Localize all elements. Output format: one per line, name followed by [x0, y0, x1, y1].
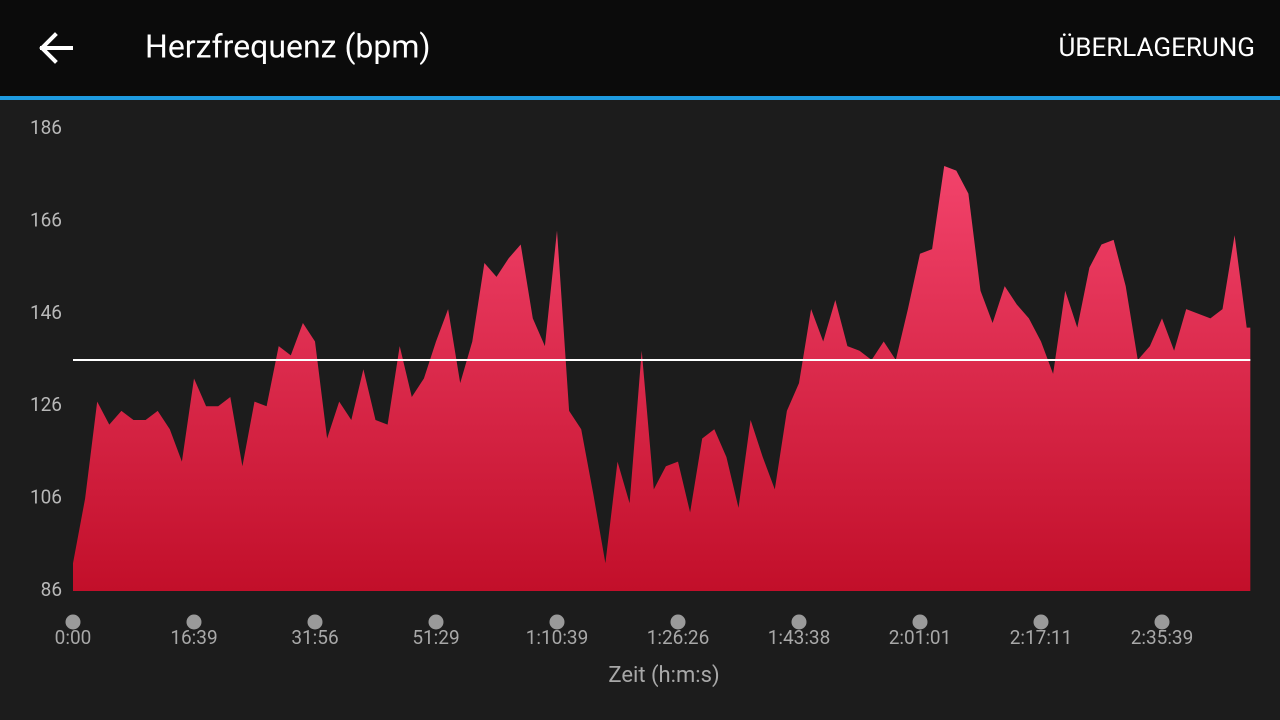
- y-tick-label: 86: [41, 578, 62, 601]
- x-tick-label: 51:29: [412, 626, 459, 649]
- x-tick-dot: [186, 614, 202, 630]
- back-button[interactable]: [39, 32, 73, 64]
- app-bar-accent: [0, 96, 1280, 100]
- x-tick-label: 1:10:39: [526, 626, 589, 649]
- x-tick-label: 2:17:11: [1010, 626, 1073, 649]
- x-tick-dot: [1033, 614, 1049, 630]
- x-tick-label: 2:35:39: [1131, 626, 1194, 649]
- x-tick-dot: [912, 614, 928, 630]
- x-tick-dot: [65, 614, 81, 630]
- heart-rate-area: [73, 165, 1251, 591]
- y-tick-label: 146: [30, 301, 62, 324]
- y-tick-label: 186: [30, 116, 62, 139]
- x-axis-title: Zeit (h:m:s): [608, 663, 719, 688]
- x-tick-dot: [307, 614, 323, 630]
- x-tick-label: 1:26:26: [647, 626, 710, 649]
- x-tick-label: 31:56: [291, 626, 338, 649]
- screen-title: Herzfrequenz (bpm): [145, 27, 431, 65]
- chart: 86 106 126 146 166 186 0:00 16:39 31:56 51:29 1:10…: [30, 116, 1251, 688]
- app-bar: [0, 0, 1280, 96]
- y-tick-label: 106: [30, 486, 62, 509]
- x-tick-dot: [791, 614, 807, 630]
- x-tick-dot: [670, 614, 686, 630]
- y-tick-label: 126: [30, 393, 62, 416]
- x-tick-label: 0:00: [55, 626, 92, 649]
- x-tick-label: 16:39: [170, 626, 217, 649]
- x-tick-dot: [428, 614, 444, 630]
- x-tick-dot: [1154, 614, 1170, 630]
- x-tick-dot: [549, 614, 565, 630]
- x-tick-label: 2:01:01: [889, 626, 952, 649]
- x-tick-label: 1:43:38: [768, 626, 831, 649]
- overlay-button[interactable]: ÜBERLAGERUNG: [1058, 33, 1255, 63]
- y-tick-label: 166: [30, 208, 62, 231]
